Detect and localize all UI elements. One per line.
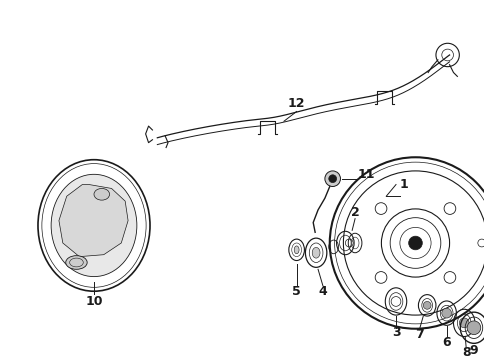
Ellipse shape [94, 188, 110, 200]
Text: 9: 9 [469, 344, 478, 357]
Circle shape [459, 318, 469, 328]
Circle shape [467, 321, 481, 334]
Ellipse shape [294, 246, 299, 254]
Text: 3: 3 [392, 326, 400, 339]
Text: 5: 5 [292, 285, 301, 298]
Ellipse shape [51, 174, 137, 276]
Circle shape [329, 175, 337, 183]
Ellipse shape [312, 247, 320, 258]
Text: 7: 7 [415, 328, 424, 341]
Circle shape [409, 236, 422, 250]
Text: 10: 10 [85, 295, 103, 308]
Circle shape [325, 171, 341, 186]
Text: 1: 1 [399, 178, 408, 191]
Text: 11: 11 [358, 168, 375, 181]
Ellipse shape [66, 256, 87, 269]
Text: 8: 8 [462, 346, 470, 359]
Text: 2: 2 [351, 206, 360, 219]
Polygon shape [59, 185, 128, 257]
Text: 12: 12 [288, 97, 305, 110]
Circle shape [423, 301, 431, 309]
Text: 6: 6 [442, 336, 451, 349]
Text: 4: 4 [318, 285, 327, 298]
Circle shape [442, 308, 452, 318]
